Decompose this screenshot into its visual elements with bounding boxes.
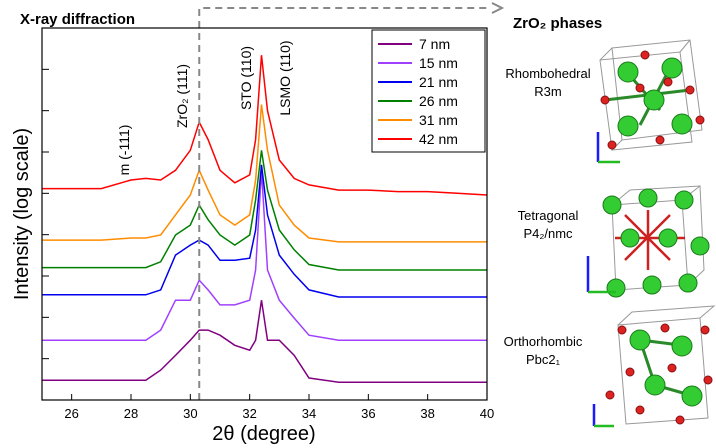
legend-label: 21 nm [419,74,458,90]
phase-name: Rhombohedral [505,66,590,81]
phase-name: Tetragonal [518,208,579,223]
x-tick-label: 40 [480,406,494,421]
y-axis-label: Intensity (log scale) [11,128,33,300]
phase-group: P4₂/nmc [523,226,573,241]
legend-label: 15 nm [419,55,458,71]
x-tick-label: 38 [420,406,434,421]
annotation: STO (110) [238,46,254,110]
x-axis-label: 2θ (degree) [212,423,315,445]
legend-label: 31 nm [419,112,458,128]
legend-label: 7 nm [419,36,450,52]
x-tick-label: 32 [242,406,256,421]
series-line [42,300,487,382]
x-tick-label: 34 [302,406,316,421]
x-tick-label: 30 [183,406,197,421]
phase-group: Pbc2₁ [526,352,561,367]
annotation: ZrO₂ (111) [174,64,190,128]
annotation: m (-111) [116,125,132,176]
chart-title: X-ray diffraction [20,11,135,28]
crystal-tetragonal [603,186,709,297]
phase-name: Orthorhombic [504,334,583,349]
x-tick-label: 28 [124,406,138,421]
legend-label: 26 nm [419,93,458,109]
x-tick-label: 26 [64,406,78,421]
figure: X-ray diffraction ZrO₂ phases 2θ (degree… [0,0,716,448]
phase-group: R3m [534,84,561,99]
reference-arrow [492,3,502,13]
x-tick-label: 36 [361,406,375,421]
phases-title: ZrO₂ phases [513,15,602,32]
annotation: LSMO (110) [277,40,293,115]
crystal-rhombohedral [600,40,704,150]
crystal-orthorhombic [606,306,714,424]
legend-label: 42 nm [419,131,458,147]
